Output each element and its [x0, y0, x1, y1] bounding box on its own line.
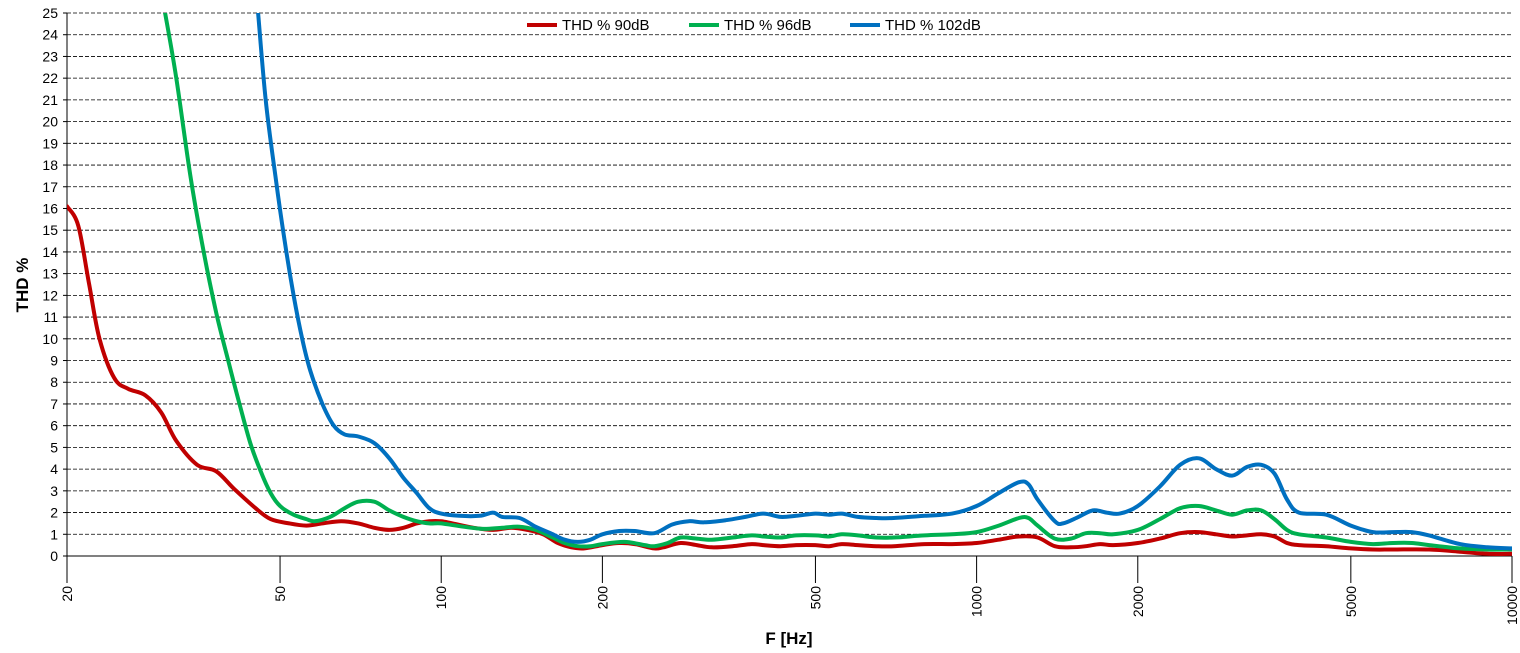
legend-label: THD % 90dB — [562, 17, 650, 34]
y-tick-label: 8 — [50, 374, 58, 390]
y-tick-label: 16 — [42, 200, 58, 216]
y-tick-label: 21 — [42, 92, 58, 108]
legend-item-3: THD % 102dB — [850, 17, 981, 34]
y-tick-label: 11 — [43, 309, 58, 325]
y-tick-label: 12 — [42, 287, 58, 303]
x-tick-label: 5000 — [1343, 586, 1359, 617]
series-line-3 — [256, 13, 1512, 551]
y-tick-label: 10 — [42, 331, 58, 347]
axes — [63, 12, 1513, 583]
y-tick-label: 1 — [50, 526, 58, 542]
y-tick-label: 18 — [42, 157, 58, 173]
legend: THD % 90dB THD % 96dB THD % 102dB — [527, 17, 981, 34]
y-tick-label: 5 — [50, 439, 58, 455]
series-line-1 — [67, 204, 1512, 556]
x-tick-label: 2000 — [1130, 586, 1146, 617]
y-tick-label: 13 — [42, 266, 58, 282]
y-tick-label: 17 — [42, 179, 58, 195]
x-tick-label: 500 — [807, 586, 823, 610]
series-lines — [67, 13, 1512, 556]
legend-label: THD % 96dB — [724, 17, 812, 34]
y-tick-label: 9 — [50, 353, 58, 369]
legend-item-1: THD % 90dB — [527, 17, 650, 34]
y-tick-label: 6 — [50, 418, 58, 434]
legend-label: THD % 102dB — [885, 17, 981, 34]
x-tick-label: 20 — [59, 586, 75, 602]
x-tick-label: 200 — [594, 586, 610, 610]
x-tick-label: 1000 — [969, 586, 985, 617]
y-tick-label: 19 — [42, 135, 58, 151]
y-tick-label: 4 — [50, 461, 58, 477]
y-tick-label: 15 — [42, 222, 58, 238]
y-tick-label: 25 — [42, 5, 58, 21]
y-axis-title: THD % — [13, 258, 32, 313]
x-tick-label: 100 — [433, 586, 449, 610]
y-tick-label: 14 — [42, 244, 58, 260]
x-tick-labels: 20 50 100 200 500 1000 2000 5000 10000 — [59, 586, 1520, 625]
x-axis-title: F [Hz] — [765, 629, 812, 648]
legend-item-2: THD % 96dB — [689, 17, 812, 34]
y-tick-label: 20 — [42, 114, 58, 130]
y-tick-label: 3 — [50, 483, 58, 499]
gridlines — [67, 12, 1512, 535]
x-tick-label: 10000 — [1504, 586, 1520, 625]
y-tick-label: 2 — [50, 505, 58, 521]
y-tick-label: 22 — [42, 70, 58, 86]
y-tick-label: 0 — [50, 548, 58, 564]
y-tick-label: 24 — [42, 27, 58, 43]
y-tick-label: 23 — [42, 48, 58, 64]
series-line-2 — [163, 13, 1512, 552]
x-tick-label: 50 — [272, 586, 288, 602]
y-tick-labels: 0123456789101112131415161718192021222324… — [42, 5, 58, 564]
y-tick-label: 7 — [50, 396, 58, 412]
